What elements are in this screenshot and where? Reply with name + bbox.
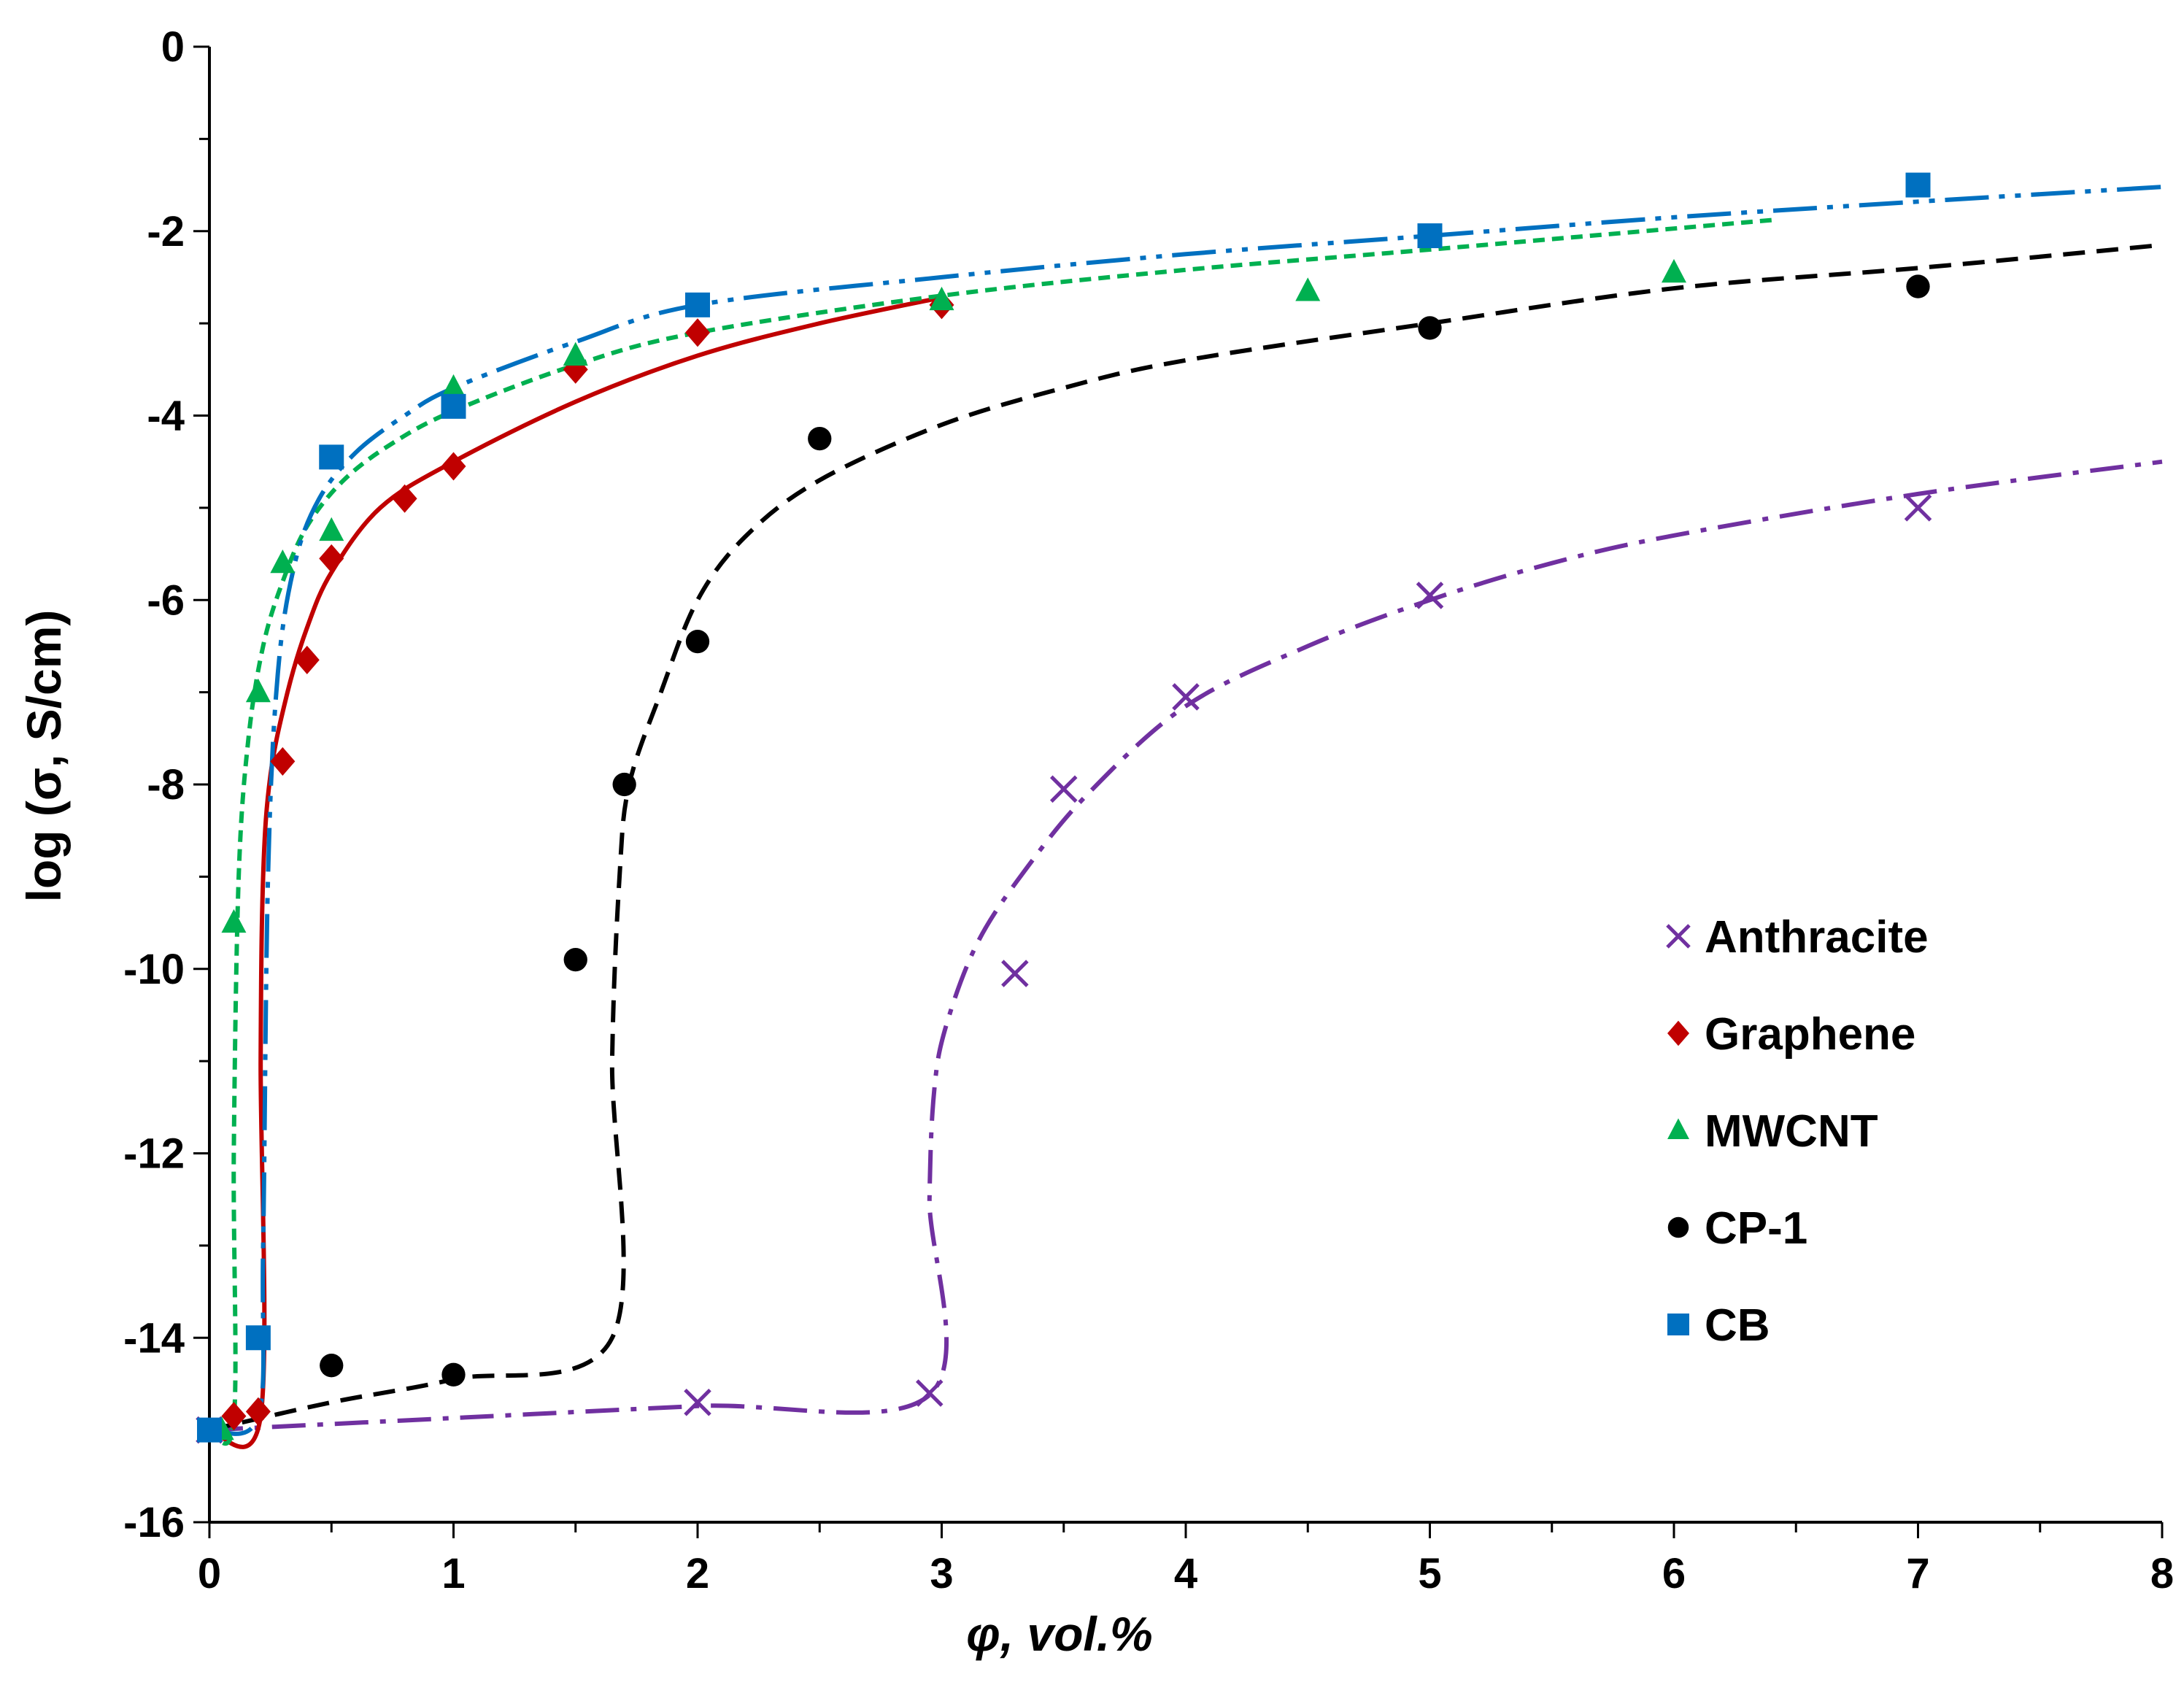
legend-label: Graphene bbox=[1705, 1009, 1915, 1060]
data-point-anthracite-stroke bbox=[1416, 582, 1444, 609]
x-tick-label: 0 bbox=[198, 1550, 221, 1597]
data-point-anthracite bbox=[1904, 494, 1932, 522]
y-tick-label: -14 bbox=[123, 1314, 185, 1362]
data-point-cp-1 bbox=[320, 1354, 344, 1378]
data-markers bbox=[196, 172, 1932, 1444]
data-point-mwcnt bbox=[1662, 258, 1686, 283]
data-point-graphene bbox=[319, 544, 344, 573]
data-point-cp-1 bbox=[685, 629, 710, 654]
data-point-cb bbox=[1417, 223, 1443, 249]
legend-label: CP-1 bbox=[1705, 1203, 1807, 1254]
fit-line-cp-1 bbox=[209, 242, 2163, 1432]
x-tick-label: 8 bbox=[2150, 1550, 2174, 1597]
fit-line-mwcnt bbox=[207, 217, 1772, 1446]
x-axis-title: φ, vol.% bbox=[966, 1607, 1153, 1661]
y-tick-label: -2 bbox=[147, 208, 185, 255]
fit-line-graphene bbox=[209, 295, 943, 1449]
legend-item-anthracite: Anthracite bbox=[1666, 912, 1929, 963]
data-point-cp-1 bbox=[1418, 316, 1442, 340]
data-point-anthracite-stroke bbox=[1172, 683, 1200, 711]
legend-marker-cb bbox=[1667, 1314, 1689, 1335]
data-point-cb bbox=[1905, 172, 1931, 198]
data-point-graphene bbox=[685, 318, 710, 347]
data-point-mwcnt bbox=[441, 374, 466, 398]
y-tick-label: -6 bbox=[147, 576, 185, 624]
data-point-anthracite-stroke bbox=[1001, 960, 1029, 987]
data-point-cb bbox=[441, 393, 466, 419]
data-point-graphene bbox=[441, 452, 466, 481]
data-point-cb bbox=[245, 1325, 271, 1351]
legend-label: CB bbox=[1705, 1300, 1770, 1351]
x-tick-label: 4 bbox=[1174, 1550, 1197, 1597]
legend-item-graphene: Graphene bbox=[1667, 1009, 1915, 1060]
legend-marker-mwcnt bbox=[1667, 1118, 1689, 1139]
y-axis-title: log (σ, S/cm) bbox=[17, 610, 71, 903]
data-point-graphene bbox=[392, 484, 417, 513]
data-point-cp-1 bbox=[441, 1362, 466, 1386]
data-point-anthracite bbox=[1001, 960, 1029, 987]
fit-curves bbox=[207, 185, 2163, 1449]
data-point-graphene bbox=[270, 747, 296, 776]
y-tick-label: -10 bbox=[123, 946, 185, 993]
data-point-cp-1 bbox=[808, 426, 832, 451]
legend-item-mwcnt: MWCNT bbox=[1667, 1106, 1878, 1157]
y-tick-label: 0 bbox=[161, 23, 185, 71]
legend-item-cp-1: CP-1 bbox=[1667, 1203, 1807, 1254]
legend-item-cb: CB bbox=[1667, 1300, 1770, 1351]
y-tick-label: -8 bbox=[147, 761, 185, 809]
data-point-mwcnt bbox=[245, 678, 271, 703]
data-point-mwcnt bbox=[221, 909, 247, 933]
x-tick-label: 5 bbox=[1418, 1550, 1441, 1597]
legend-marker-anthracite bbox=[1666, 924, 1691, 949]
legend-marker-anthracite-stroke bbox=[1666, 924, 1691, 949]
data-point-graphene bbox=[221, 1402, 247, 1431]
fit-line-cb bbox=[209, 185, 2163, 1436]
legend-marker-cp-1 bbox=[1667, 1216, 1689, 1238]
y-tick-label: -4 bbox=[147, 393, 185, 440]
axes: 0 -2 -4 -6 -8 -10 -12 -14 -16 0 1 2 3 4 5 6 7 8 bbox=[123, 23, 2174, 1597]
data-point-anthracite bbox=[1416, 582, 1444, 609]
data-point-mwcnt bbox=[1295, 277, 1321, 301]
data-point-cb bbox=[685, 292, 710, 317]
data-point-anthracite bbox=[1172, 683, 1200, 711]
legend-label: Anthracite bbox=[1705, 912, 1929, 963]
data-point-mwcnt bbox=[319, 517, 344, 541]
data-point-mwcnt bbox=[270, 549, 296, 574]
data-point-anthracite bbox=[684, 1388, 711, 1416]
data-point-anthracite-stroke bbox=[684, 1388, 711, 1416]
legend-marker-graphene bbox=[1667, 1020, 1689, 1046]
x-tick-label: 2 bbox=[686, 1550, 709, 1597]
data-point-anthracite-stroke bbox=[1049, 775, 1078, 803]
data-point-cp-1 bbox=[1906, 274, 1930, 298]
x-tick-label: 3 bbox=[930, 1550, 953, 1597]
data-point-mwcnt bbox=[563, 342, 588, 366]
fit-line-anthracite bbox=[209, 459, 2163, 1432]
data-point-anthracite-stroke bbox=[916, 1379, 944, 1407]
data-point-cp-1 bbox=[612, 772, 636, 797]
y-tick-label: -12 bbox=[123, 1130, 185, 1178]
x-tick-label: 6 bbox=[1662, 1550, 1686, 1597]
data-point-mwcnt bbox=[929, 286, 954, 311]
legend-label: MWCNT bbox=[1705, 1106, 1878, 1157]
data-point-anthracite-stroke bbox=[1904, 494, 1932, 522]
data-point-anthracite bbox=[916, 1379, 944, 1407]
data-point-cb bbox=[197, 1417, 222, 1443]
data-point-cp-1 bbox=[563, 947, 587, 972]
data-point-anthracite bbox=[1049, 775, 1078, 803]
legend: Anthracite Graphene MWCNT CP-1 CB bbox=[1666, 912, 1929, 1351]
y-tick-label: -16 bbox=[123, 1499, 185, 1546]
data-point-cb bbox=[319, 444, 344, 470]
data-point-graphene bbox=[245, 1397, 271, 1426]
x-tick-label: 1 bbox=[441, 1550, 465, 1597]
data-point-graphene bbox=[294, 645, 320, 674]
x-tick-label: 7 bbox=[1906, 1550, 1929, 1597]
